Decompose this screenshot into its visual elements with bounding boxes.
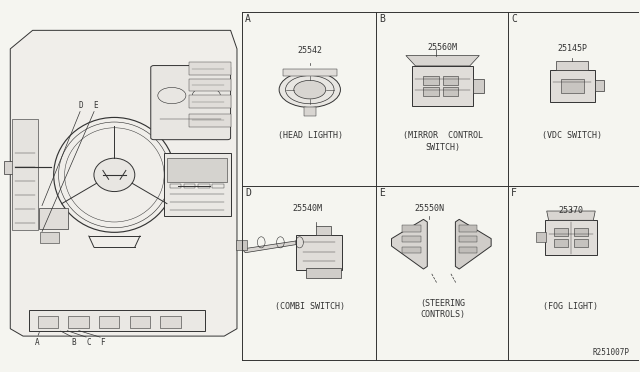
Bar (536, 232, 546, 241)
Bar (443, 76, 458, 85)
Text: (STEERING
CONTROLS): (STEERING CONTROLS) (420, 299, 465, 319)
Bar (402, 235, 421, 242)
Polygon shape (10, 31, 237, 336)
Bar (296, 235, 342, 270)
Bar (545, 220, 596, 256)
Circle shape (279, 72, 340, 108)
Polygon shape (12, 119, 38, 231)
Bar (130, 316, 150, 328)
Text: E: E (93, 101, 97, 110)
Ellipse shape (94, 158, 135, 192)
Bar (189, 78, 230, 92)
Text: (COMBI SWITCH): (COMBI SWITCH) (275, 302, 346, 311)
Bar (554, 228, 568, 236)
Text: 25542: 25542 (298, 46, 323, 55)
Bar (184, 184, 195, 188)
Bar (38, 316, 58, 328)
Bar (4, 161, 18, 174)
Text: E: E (379, 188, 385, 198)
Bar (573, 239, 588, 247)
Text: B: B (72, 338, 76, 347)
Bar (573, 228, 588, 236)
Text: 25145P: 25145P (557, 44, 588, 53)
Bar (556, 61, 588, 70)
Polygon shape (547, 211, 595, 220)
Text: (HEAD LIGHTH): (HEAD LIGHTH) (278, 131, 343, 141)
Bar (412, 66, 473, 106)
Bar (443, 87, 458, 96)
Bar (68, 316, 89, 328)
Polygon shape (406, 55, 479, 66)
Text: F: F (511, 188, 517, 198)
Bar (306, 268, 341, 278)
Bar (212, 184, 223, 188)
Text: (VDC SWITCH): (VDC SWITCH) (542, 131, 602, 141)
Bar (424, 87, 439, 96)
Bar (460, 235, 477, 242)
Bar (99, 316, 120, 328)
Text: (FOG LIGHT): (FOG LIGHT) (543, 302, 598, 311)
Circle shape (294, 80, 326, 99)
Bar (595, 80, 604, 92)
Text: (MIRROR  CONTROL
SWITCH): (MIRROR CONTROL SWITCH) (403, 131, 483, 151)
Bar (283, 69, 337, 76)
Text: R251007P: R251007P (593, 348, 630, 357)
Bar (424, 76, 439, 85)
Text: D: D (245, 188, 251, 198)
Bar (316, 226, 332, 235)
Text: 25540M: 25540M (292, 204, 322, 213)
Bar (304, 108, 316, 116)
Bar (473, 78, 484, 93)
Text: 25550N: 25550N (415, 205, 445, 214)
Bar (29, 310, 205, 331)
Text: C: C (86, 338, 91, 347)
Bar (236, 240, 247, 250)
Bar (561, 79, 584, 93)
Text: A: A (245, 14, 251, 24)
Bar (460, 225, 477, 232)
Bar (550, 70, 595, 102)
Bar (164, 153, 230, 216)
Bar (460, 247, 477, 253)
Polygon shape (242, 235, 333, 253)
Bar (402, 247, 421, 253)
Text: C: C (511, 14, 517, 24)
Text: D: D (79, 101, 83, 110)
Polygon shape (392, 219, 428, 269)
Text: B: B (379, 14, 385, 24)
Bar (40, 232, 60, 243)
Bar (170, 184, 181, 188)
Text: A: A (35, 338, 40, 347)
Bar (198, 184, 209, 188)
Bar (161, 316, 180, 328)
Text: F: F (100, 338, 105, 347)
Bar (39, 208, 68, 229)
Bar (402, 225, 421, 232)
Polygon shape (456, 219, 491, 269)
Text: 25560M: 25560M (428, 42, 458, 51)
Bar (167, 158, 227, 182)
Bar (554, 239, 568, 247)
FancyBboxPatch shape (151, 65, 230, 140)
Text: 25370: 25370 (559, 206, 584, 215)
Bar (189, 114, 230, 127)
Bar (189, 62, 230, 75)
Bar (189, 95, 230, 108)
